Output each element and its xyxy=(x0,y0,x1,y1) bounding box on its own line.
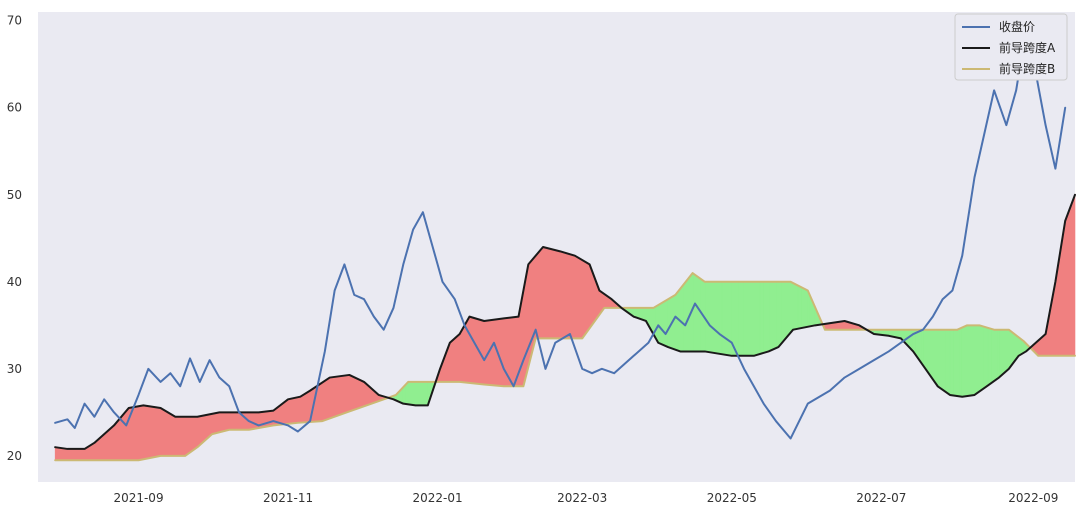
x-tick-label: 2021-11 xyxy=(263,491,313,505)
x-tick-label: 2022-03 xyxy=(557,491,607,505)
y-axis-ticks: 20 30 40 50 60 70 xyxy=(7,14,22,463)
legend-label-span-a: 前导跨度A xyxy=(999,40,1056,55)
x-tick-label: 2021-09 xyxy=(113,491,163,505)
leading-span-b-line xyxy=(54,272,1076,462)
legend-entry-close: 收盘价 xyxy=(962,19,1035,34)
legend-entry-span-a: 前导跨度A xyxy=(962,40,1056,55)
y-tick-label: 70 xyxy=(7,14,22,28)
y-tick-label: 50 xyxy=(7,188,22,202)
x-tick-label: 2022-07 xyxy=(856,491,906,505)
x-axis-ticks: 2021-09 2021-11 2022-01 2022-03 2022-05 2022-… xyxy=(113,491,1058,505)
legend-box xyxy=(954,13,1068,81)
y-tick-label: 30 xyxy=(7,362,22,376)
plot-background xyxy=(38,12,1075,482)
cloud-fill-bullish xyxy=(1073,194,1076,357)
legend-label-span-b: 前导跨度B xyxy=(999,61,1055,76)
close-price-line xyxy=(54,28,1067,440)
legend-label-close: 收盘价 xyxy=(999,19,1035,34)
x-tick-label: 2022-05 xyxy=(707,491,757,505)
legend: 收盘价 前导跨度A 前导跨度B xyxy=(954,13,1068,81)
x-tick-label: 2022-09 xyxy=(1008,491,1058,505)
y-tick-label: 60 xyxy=(7,101,22,115)
legend-entry-span-b: 前导跨度B xyxy=(962,61,1055,76)
series-line-layer xyxy=(54,28,1076,462)
leading-span-a-line xyxy=(54,193,1076,450)
x-tick-label: 2022-01 xyxy=(413,491,463,505)
y-tick-label: 40 xyxy=(7,275,22,289)
y-tick-label: 20 xyxy=(7,449,22,463)
